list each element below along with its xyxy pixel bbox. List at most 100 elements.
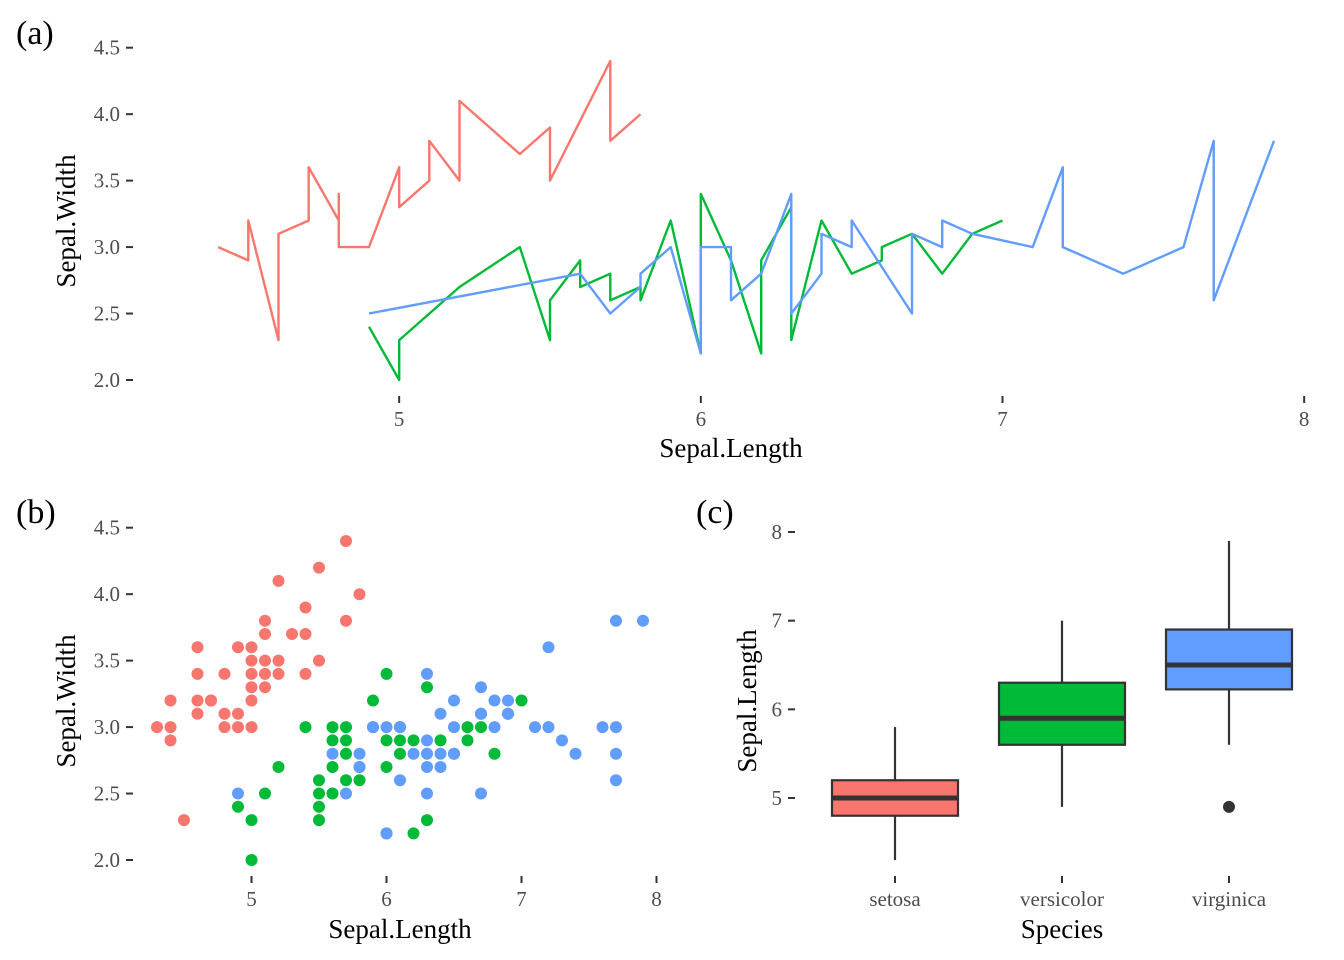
scatter-point-s2-26 bbox=[488, 694, 501, 707]
scatter-point-s2-35 bbox=[610, 774, 622, 787]
scatter-point-s0-12 bbox=[218, 707, 231, 720]
scatter-point-s1-25 bbox=[380, 667, 393, 680]
scatter-point-s1-36 bbox=[461, 721, 474, 734]
scatter-point-s2-17 bbox=[434, 747, 447, 760]
scatter-point-s1-24 bbox=[380, 734, 393, 747]
scatter-point-s1-30 bbox=[407, 734, 420, 747]
scatter-point-s0-37 bbox=[340, 614, 352, 627]
scatter-point-s2-31 bbox=[542, 641, 555, 654]
scatter-point-s1-14 bbox=[340, 774, 352, 787]
scatter-point-s1-6 bbox=[313, 814, 325, 827]
scatter-point-s2-0 bbox=[232, 787, 244, 800]
x-axis-title: Sepal.Length bbox=[328, 914, 472, 944]
x-tick-label: 6 bbox=[381, 887, 392, 911]
scatter-point-s2-7 bbox=[380, 721, 393, 734]
scatter-point-s0-26 bbox=[259, 628, 271, 640]
scatter-point-s2-33 bbox=[569, 747, 582, 760]
scatter-point-s1-29 bbox=[407, 827, 420, 840]
scatter-point-s1-9 bbox=[313, 774, 325, 787]
category-label-versicolor: versicolor bbox=[1020, 887, 1104, 911]
x-tick-label: 5 bbox=[394, 407, 405, 431]
scatter-point-s0-5 bbox=[191, 707, 204, 720]
scatter-point-s1-10 bbox=[326, 787, 339, 800]
x-tick-label: 7 bbox=[997, 407, 1008, 431]
y-tick-label: 3.0 bbox=[94, 715, 120, 739]
scatter-point-s1-32 bbox=[421, 681, 433, 694]
scatter-point-s2-25 bbox=[488, 721, 501, 734]
y-tick-label: 7 bbox=[772, 609, 783, 633]
scatter-point-s0-0 bbox=[151, 721, 163, 734]
y-tick-label: 3.0 bbox=[94, 235, 120, 259]
scatter-point-s2-19 bbox=[448, 747, 460, 760]
scatter-point-s0-24 bbox=[259, 667, 271, 680]
x-axis-title: Sepal.Length bbox=[659, 433, 803, 463]
scatter-point-s2-21 bbox=[448, 694, 460, 707]
y-tick-label: 5 bbox=[772, 786, 783, 810]
y-tick-label: 4.5 bbox=[94, 36, 120, 60]
scatter-point-s2-5 bbox=[367, 721, 379, 734]
y-tick-label: 2.0 bbox=[94, 368, 120, 392]
scatter-point-s1-1 bbox=[245, 854, 258, 866]
scatter-point-s1-33 bbox=[434, 734, 447, 747]
scatter-point-s1-7 bbox=[313, 800, 325, 813]
scatter-point-s1-27 bbox=[394, 734, 406, 747]
x-tick-label: 8 bbox=[651, 887, 662, 911]
scatter-point-s0-15 bbox=[232, 707, 244, 720]
scatter-point-s1-11 bbox=[326, 761, 339, 773]
scatter-point-s2-12 bbox=[421, 761, 433, 773]
y-tick-label: 6 bbox=[772, 697, 783, 721]
y-tick-label: 4.0 bbox=[94, 582, 120, 606]
y-tick-label: 4.5 bbox=[94, 516, 120, 540]
scatter-point-s1-2 bbox=[245, 814, 258, 827]
scatter-point-s0-20 bbox=[245, 667, 258, 680]
scatter-point-s2-23 bbox=[475, 707, 487, 720]
scatter-point-s0-23 bbox=[259, 681, 271, 694]
panel-c-tag: (c) bbox=[696, 494, 734, 531]
scatter-point-s1-15 bbox=[340, 747, 352, 760]
scatter-point-s2-29 bbox=[529, 721, 541, 734]
series-line-1 bbox=[367, 192, 1003, 382]
category-label-setosa: setosa bbox=[869, 887, 921, 911]
scatter-point-s1-35 bbox=[461, 734, 474, 747]
scatter-point-s0-35 bbox=[313, 654, 325, 667]
series-line-2 bbox=[368, 139, 1276, 355]
scatter-point-s1-13 bbox=[326, 721, 339, 734]
y-axis-title: Sepal.Width bbox=[51, 634, 81, 768]
scatter-point-s2-14 bbox=[421, 734, 433, 747]
y-tick-label: 8 bbox=[772, 520, 783, 544]
x-tick-label: 5 bbox=[246, 887, 257, 911]
scatter-point-s0-31 bbox=[286, 628, 298, 640]
scatter-point-s2-8 bbox=[394, 721, 406, 734]
scatter-point-s0-38 bbox=[340, 535, 352, 547]
scatter-point-s2-9 bbox=[394, 774, 406, 787]
scatter-point-s1-17 bbox=[340, 721, 352, 734]
x-axis-title: Species bbox=[1021, 914, 1103, 944]
scatter-point-s0-28 bbox=[272, 667, 285, 680]
box-versicolor bbox=[997, 681, 1127, 746]
scatter-point-s2-10 bbox=[407, 747, 420, 760]
scatter-point-s0-22 bbox=[245, 641, 258, 654]
scatter-point-s0-1 bbox=[164, 734, 177, 747]
scatter-point-s1-26 bbox=[394, 747, 406, 760]
series-line-0 bbox=[217, 59, 642, 342]
panel-b-tag: (b) bbox=[16, 494, 56, 531]
scatter-point-s0-30 bbox=[272, 574, 285, 587]
scatter-point-s2-4 bbox=[353, 747, 366, 760]
scatter-point-s0-19 bbox=[245, 681, 258, 694]
scatter-point-s1-31 bbox=[421, 814, 433, 827]
scatter-point-s1-3 bbox=[259, 787, 271, 800]
x-tick-label: 8 bbox=[1299, 407, 1310, 431]
scatter-point-s2-36 bbox=[610, 747, 622, 760]
scatter-point-s2-22 bbox=[475, 787, 487, 800]
scatter-point-s2-30 bbox=[542, 721, 555, 734]
scatter-point-s0-8 bbox=[191, 641, 204, 654]
scatter-point-s1-18 bbox=[353, 774, 366, 787]
x-tick-label: 6 bbox=[696, 407, 707, 431]
scatter-point-s2-38 bbox=[610, 614, 622, 627]
scatter-point-s2-11 bbox=[421, 787, 433, 800]
scatter-point-s0-17 bbox=[245, 721, 258, 734]
y-tick-label: 2.5 bbox=[94, 302, 120, 326]
scatter-point-s2-1 bbox=[326, 747, 339, 760]
panel-c-box-chart: 5 6 7 8 Species Sepal.Length setosa versicolor v… bbox=[732, 520, 1294, 944]
